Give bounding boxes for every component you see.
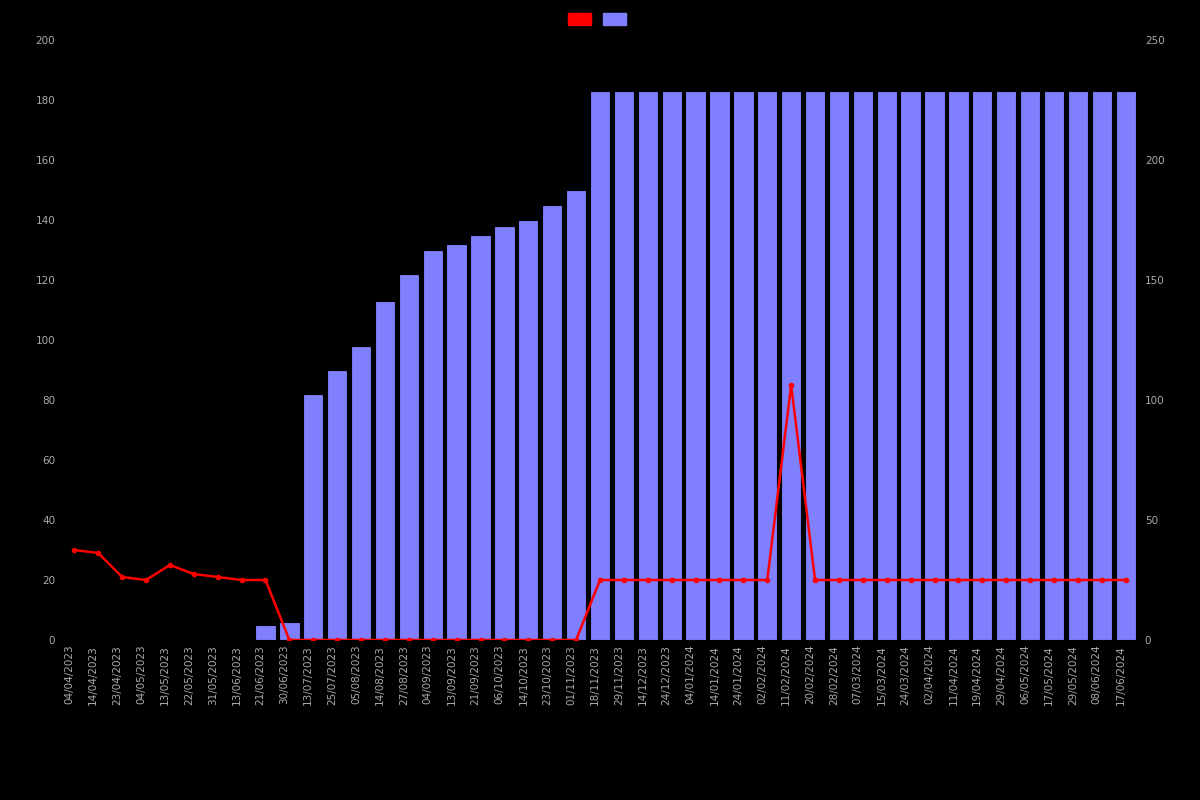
Bar — [900, 91, 920, 640]
Bar — [542, 205, 563, 640]
Bar — [566, 190, 587, 640]
Bar — [1068, 91, 1088, 640]
Bar — [853, 91, 872, 640]
Bar — [256, 625, 276, 640]
Bar — [446, 244, 467, 640]
Bar — [661, 91, 682, 640]
Bar — [876, 91, 896, 640]
Bar — [924, 91, 944, 640]
Bar — [733, 91, 754, 640]
Bar — [948, 91, 968, 640]
Bar — [518, 220, 539, 640]
Bar — [422, 250, 443, 640]
Bar — [996, 91, 1016, 640]
Bar — [1092, 91, 1112, 640]
Bar — [829, 91, 850, 640]
Bar — [470, 235, 491, 640]
Bar — [398, 274, 419, 640]
Bar — [350, 346, 371, 640]
Bar — [374, 301, 395, 640]
Bar — [280, 622, 300, 640]
Legend: , : , — [568, 14, 632, 26]
Bar — [709, 91, 730, 640]
Bar — [613, 91, 634, 640]
Bar — [757, 91, 778, 640]
Bar — [1116, 91, 1136, 640]
Bar — [328, 370, 347, 640]
Bar — [685, 91, 706, 640]
Bar — [590, 91, 610, 640]
Bar — [1020, 91, 1040, 640]
Bar — [805, 91, 826, 640]
Bar — [304, 394, 324, 640]
Bar — [1044, 91, 1064, 640]
Bar — [972, 91, 992, 640]
Bar — [781, 91, 802, 640]
Bar — [637, 91, 658, 640]
Bar — [494, 226, 515, 640]
